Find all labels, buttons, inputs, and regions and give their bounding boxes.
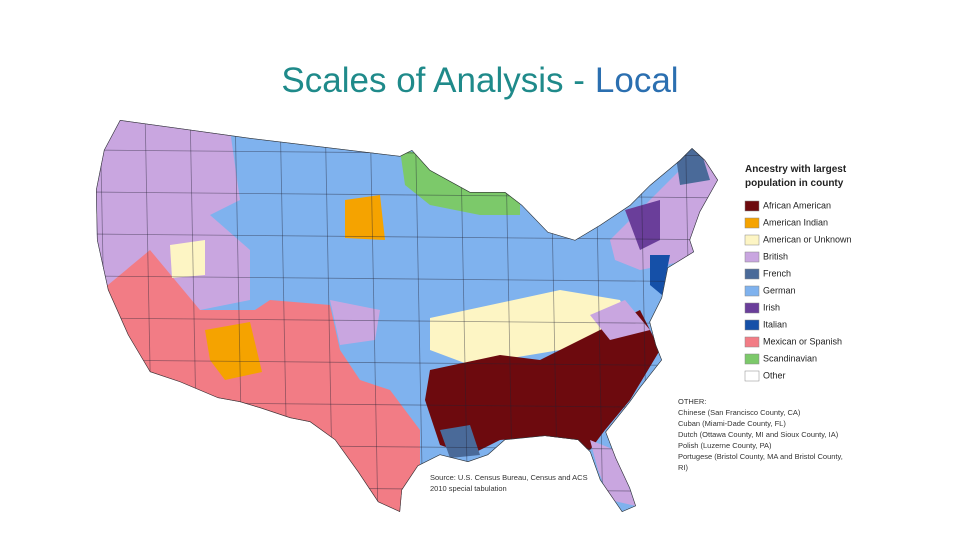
legend-label: Other — [763, 370, 786, 380]
legend-label: Scandinavian — [763, 353, 817, 363]
map-region — [440, 425, 480, 458]
legend-swatch — [744, 285, 760, 297]
other-heading: OTHER: — [678, 397, 706, 406]
map-region — [675, 148, 710, 185]
state-border — [96, 275, 718, 283]
map-region — [330, 300, 380, 345]
legend-swatch — [744, 319, 760, 331]
legend-swatch — [744, 370, 760, 382]
legend-title: population in county — [745, 178, 844, 189]
state-border — [96, 359, 718, 367]
legend-swatch — [744, 234, 760, 246]
legend-label: American Indian — [763, 217, 828, 227]
other-line: Polish (Luzerne County, PA) — [678, 441, 772, 450]
legend-label: Mexican or Spanish — [763, 336, 842, 346]
legend-swatch — [744, 302, 760, 314]
map-region — [590, 300, 650, 340]
map-region — [625, 200, 660, 250]
ancestry-map — [96, 120, 718, 512]
legend-swatch — [744, 200, 760, 212]
map-region — [170, 240, 205, 278]
state-border — [96, 317, 718, 325]
other-line: Cuban (Miami-Dade County, FL) — [678, 419, 786, 428]
other-line: Portugese (Bristol County, MA and Bristo… — [678, 452, 843, 461]
title-main: Scales of Analysis - — [281, 61, 584, 100]
map-region — [650, 255, 670, 295]
source: 2010 special tabulation — [430, 484, 507, 493]
map-region — [345, 195, 385, 240]
legend-label: British — [763, 251, 788, 261]
legend-title: Ancestry with largest — [745, 164, 847, 175]
legend-swatch — [744, 251, 760, 263]
map-region — [205, 322, 262, 380]
map-region — [425, 310, 660, 455]
legend-label: French — [763, 268, 791, 278]
state-border — [414, 120, 424, 512]
source: Source: U.S. Census Bureau, Census and A… — [430, 473, 588, 482]
other-line: Dutch (Ottawa County, MI and Sioux Count… — [678, 430, 839, 439]
legend-swatch — [744, 336, 760, 348]
legend-label: African American — [763, 200, 831, 210]
legend-label: Irish — [763, 302, 780, 312]
legend-swatch — [744, 353, 760, 365]
legend-label: German — [763, 285, 796, 295]
legend-label: American or Unknown — [763, 234, 852, 244]
other-notes: OTHER: Chinese (San Francisco County, CA)… — [678, 397, 843, 472]
state-border — [96, 233, 718, 241]
slide-title: Scales of Analysis - Local — [281, 61, 678, 100]
legend-swatch — [744, 217, 760, 229]
state-border — [96, 485, 718, 493]
legend-swatch — [744, 268, 760, 280]
state-border — [369, 120, 379, 512]
other-line: Chinese (San Francisco County, CA) — [678, 408, 801, 417]
title-highlight: Local — [595, 61, 679, 100]
legend: Ancestry with largest population in coun… — [744, 164, 852, 382]
map-region — [430, 290, 630, 365]
other-line: RI) — [678, 463, 689, 472]
legend-label: Italian — [763, 319, 787, 329]
map-region — [590, 440, 636, 506]
